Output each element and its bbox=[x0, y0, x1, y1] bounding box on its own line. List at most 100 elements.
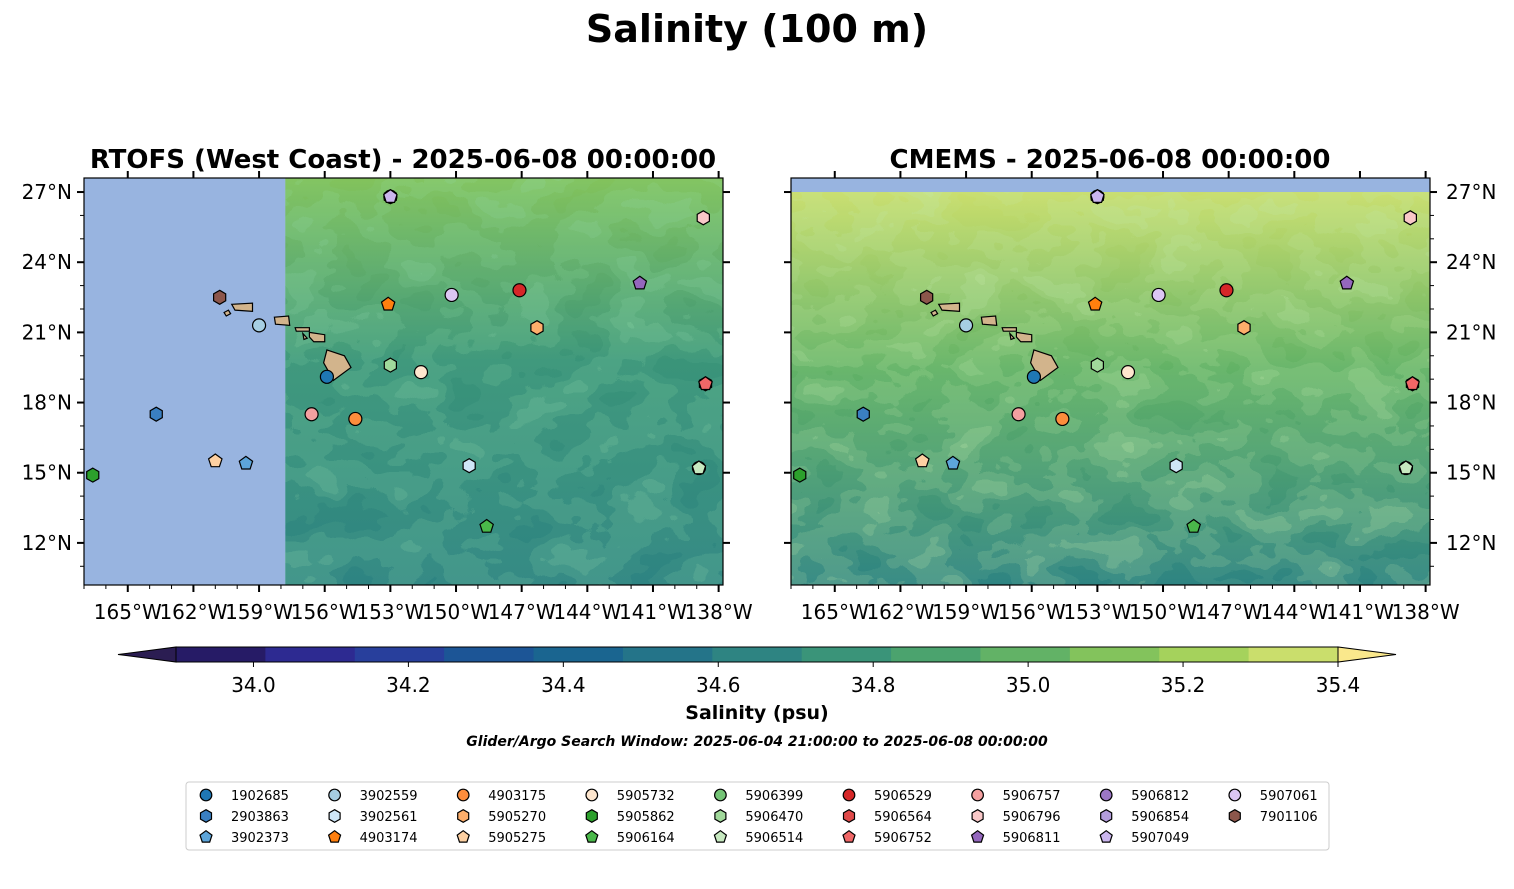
legend-marker-5905862 bbox=[585, 809, 598, 823]
colorbar-segment bbox=[1159, 647, 1250, 662]
legend-marker-5906757 bbox=[971, 788, 984, 802]
island-0 bbox=[937, 302, 961, 312]
legend-label: 5906564 bbox=[874, 810, 932, 825]
marker-5905732-cmems bbox=[1120, 365, 1136, 380]
xtick-label: 147°W bbox=[1195, 600, 1263, 624]
colorbar-label: Salinity (psu) bbox=[685, 702, 828, 724]
legend-label: 5906811 bbox=[1003, 831, 1061, 846]
ytick-label: 15°N bbox=[1446, 461, 1496, 485]
legend-label: 5906812 bbox=[1131, 789, 1189, 804]
colorbar-segment bbox=[533, 647, 624, 662]
legend-marker-7901106 bbox=[1228, 809, 1241, 823]
legend-label: 3902559 bbox=[360, 789, 418, 804]
xtick-label: 156°W bbox=[291, 600, 359, 624]
colorbar-segment bbox=[176, 647, 266, 662]
legend-marker-5907049 bbox=[1099, 829, 1113, 843]
colorbar-extend-high bbox=[1337, 646, 1397, 663]
xtick-label: 147°W bbox=[488, 600, 556, 624]
legend-marker-5906399 bbox=[714, 788, 727, 802]
colorbar-segment bbox=[265, 647, 356, 662]
marker-5906164-rtofs bbox=[479, 518, 495, 533]
ytick-label: 12°N bbox=[1446, 531, 1496, 555]
marker-5905275-rtofs bbox=[207, 453, 223, 468]
legend-marker-5907061 bbox=[1228, 788, 1242, 802]
map-panel-rtofs: RTOFS (West Coast) - 2025-06-08 00:00:00… bbox=[22, 145, 753, 624]
marker-4903175-cmems bbox=[1055, 411, 1070, 427]
marker-5906514-cmems bbox=[1398, 460, 1414, 475]
marker-5905270-cmems bbox=[1237, 320, 1251, 336]
colorbar-extend-low bbox=[117, 646, 177, 663]
marker-1902685-cmems bbox=[1026, 369, 1042, 384]
xtick-label: 150°W bbox=[1129, 600, 1197, 624]
marker-5907049-rtofs bbox=[382, 188, 398, 203]
xtick-label: 144°W bbox=[553, 600, 621, 624]
marker-2903863-cmems bbox=[856, 406, 870, 422]
colorbar-tick-label: 34.0 bbox=[231, 673, 276, 697]
marker-4903175-rtofs bbox=[348, 411, 363, 427]
axis-ticks-rtofs: 165°W162°W159°W156°W153°W150°W147°W144°W… bbox=[22, 171, 753, 624]
marker-5905732-rtofs bbox=[413, 365, 429, 380]
colorbar-tick-label: 35.2 bbox=[1161, 673, 1206, 697]
marker-5906796-rtofs bbox=[696, 210, 711, 226]
marker-5905862-rtofs bbox=[86, 467, 100, 483]
legend-label: 5906470 bbox=[745, 810, 803, 825]
axis-ticks-cmems: 165°W162°W159°W156°W153°W150°W147°W144°W… bbox=[784, 171, 1496, 624]
ytick-label: 27°N bbox=[1446, 180, 1496, 204]
xtick-label: 165°W bbox=[801, 600, 869, 624]
ytick-label: 21°N bbox=[22, 320, 72, 344]
marker-5906757-cmems bbox=[1011, 407, 1026, 422]
island-6 bbox=[930, 309, 939, 317]
legend-marker-4903174 bbox=[327, 829, 342, 843]
marker-3902561-cmems bbox=[1169, 458, 1183, 474]
island-1 bbox=[273, 315, 291, 327]
xtick-label: 144°W bbox=[1260, 600, 1328, 624]
colorbar-segment bbox=[801, 647, 892, 662]
legend-marker-4903175 bbox=[456, 788, 470, 802]
legend-marker-3902373 bbox=[199, 829, 213, 843]
marker-1902685-rtofs bbox=[319, 369, 335, 384]
xtick-label: 162°W bbox=[159, 600, 227, 624]
legend-marker-5906564 bbox=[842, 809, 856, 823]
legend-label: 5907049 bbox=[1131, 831, 1189, 846]
salinity-texture-cmems bbox=[791, 192, 1430, 585]
map-title-rtofs: RTOFS (West Coast) - 2025-06-08 00:00:00 bbox=[90, 145, 716, 175]
ytick-label: 12°N bbox=[22, 531, 72, 555]
colorbar-segment bbox=[1069, 647, 1160, 662]
xtick-label: 138°W bbox=[685, 600, 753, 624]
marker-5906796-cmems bbox=[1403, 210, 1418, 226]
legend-marker-5906529 bbox=[842, 788, 856, 802]
colorbar-segment bbox=[891, 647, 981, 662]
legend-marker-2903863 bbox=[199, 809, 213, 823]
marker-7901106-rtofs bbox=[213, 289, 227, 305]
marker-3902373-rtofs bbox=[238, 455, 254, 470]
legend-label: 5905732 bbox=[617, 789, 675, 804]
colorbar-tick-label: 34.2 bbox=[386, 673, 431, 697]
platform-markers-rtofs bbox=[86, 188, 713, 533]
legend-marker-5905275 bbox=[456, 829, 470, 843]
map-frame-rtofs bbox=[83, 177, 724, 586]
xtick-label: 141°W bbox=[1326, 600, 1394, 624]
colorbar-tick-label: 34.6 bbox=[696, 673, 741, 697]
legend-label: 1902685 bbox=[231, 789, 289, 804]
marker-4903174-rtofs bbox=[380, 296, 396, 311]
legend-marker-5906796 bbox=[971, 809, 984, 823]
marker-4903174-cmems bbox=[1087, 296, 1103, 311]
legend-marker-1902685 bbox=[199, 788, 213, 802]
salinity-texture-rtofs bbox=[285, 178, 723, 585]
colorbar-segment bbox=[622, 647, 713, 662]
legend-label: 5907061 bbox=[1260, 789, 1318, 804]
marker-2903863-rtofs bbox=[149, 406, 163, 422]
legend-label: 5906529 bbox=[874, 789, 932, 804]
marker-5906811-rtofs bbox=[632, 275, 648, 290]
island-1 bbox=[980, 315, 998, 327]
marker-5907049-cmems bbox=[1089, 188, 1105, 203]
xtick-label: 162°W bbox=[866, 600, 934, 624]
marker-5905275-cmems bbox=[914, 453, 930, 468]
legend-marker-5906164 bbox=[585, 829, 599, 843]
legend-marker-5906514 bbox=[713, 829, 728, 843]
island-2 bbox=[294, 327, 311, 332]
island-4 bbox=[1015, 331, 1033, 343]
colorbar-frame bbox=[175, 646, 1339, 663]
xtick-label: 153°W bbox=[356, 600, 424, 624]
